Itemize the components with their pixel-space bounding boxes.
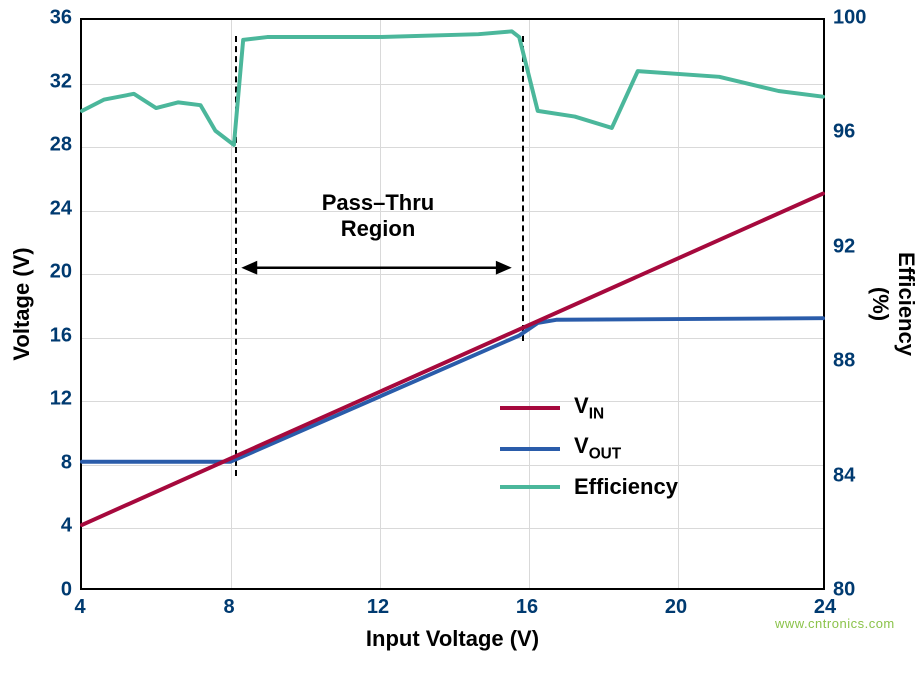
x-axis-label: Input Voltage (V) xyxy=(366,626,539,652)
legend: VIN VOUT Efficiency xyxy=(500,393,678,510)
y-left-tick-label: 24 xyxy=(50,197,72,220)
y-left-tick-label: 28 xyxy=(50,134,72,157)
series-vin xyxy=(82,194,823,525)
y-left-tick-label: 36 xyxy=(50,7,72,30)
legend-swatch xyxy=(500,406,560,410)
y-right-tick-label: 96 xyxy=(833,121,855,144)
y-right-tick-label: 84 xyxy=(833,464,855,487)
y-left-tick-label: 32 xyxy=(50,70,72,93)
y-left-tick-label: 8 xyxy=(61,451,72,474)
y-right-tick-label: 100 xyxy=(833,7,866,30)
plot-area xyxy=(80,18,825,590)
pass-thru-arrow xyxy=(241,261,511,275)
y-right-axis-label: Efficiency (%) xyxy=(867,252,915,356)
series-efficiency xyxy=(82,31,823,145)
y-left-tick-label: 16 xyxy=(50,324,72,347)
x-tick-label: 20 xyxy=(665,596,687,619)
x-tick-label: 12 xyxy=(367,596,389,619)
legend-label: Efficiency xyxy=(574,474,678,500)
y-right-tick-label: 80 xyxy=(833,579,855,602)
legend-label: VIN xyxy=(574,393,604,423)
pass-thru-label: Pass–ThruRegion xyxy=(322,190,435,243)
y-left-tick-label: 12 xyxy=(50,388,72,411)
y-left-axis-label: Voltage (V) xyxy=(9,247,35,360)
legend-item-vin: VIN xyxy=(500,393,678,423)
legend-item-efficiency: Efficiency xyxy=(500,474,678,500)
legend-swatch xyxy=(500,447,560,451)
x-tick-label: 8 xyxy=(223,596,234,619)
legend-swatch xyxy=(500,485,560,489)
x-tick-label: 4 xyxy=(74,596,85,619)
y-right-tick-label: 92 xyxy=(833,235,855,258)
series-layer xyxy=(82,20,823,588)
legend-label: VOUT xyxy=(574,433,621,463)
legend-item-vout: VOUT xyxy=(500,433,678,463)
y-left-tick-label: 0 xyxy=(61,579,72,602)
y-left-tick-label: 20 xyxy=(50,261,72,284)
y-right-tick-label: 88 xyxy=(833,350,855,373)
watermark: www.cntronics.com xyxy=(775,616,895,631)
y-left-tick-label: 4 xyxy=(61,515,72,538)
series-vout xyxy=(82,318,823,462)
x-tick-label: 16 xyxy=(516,596,538,619)
